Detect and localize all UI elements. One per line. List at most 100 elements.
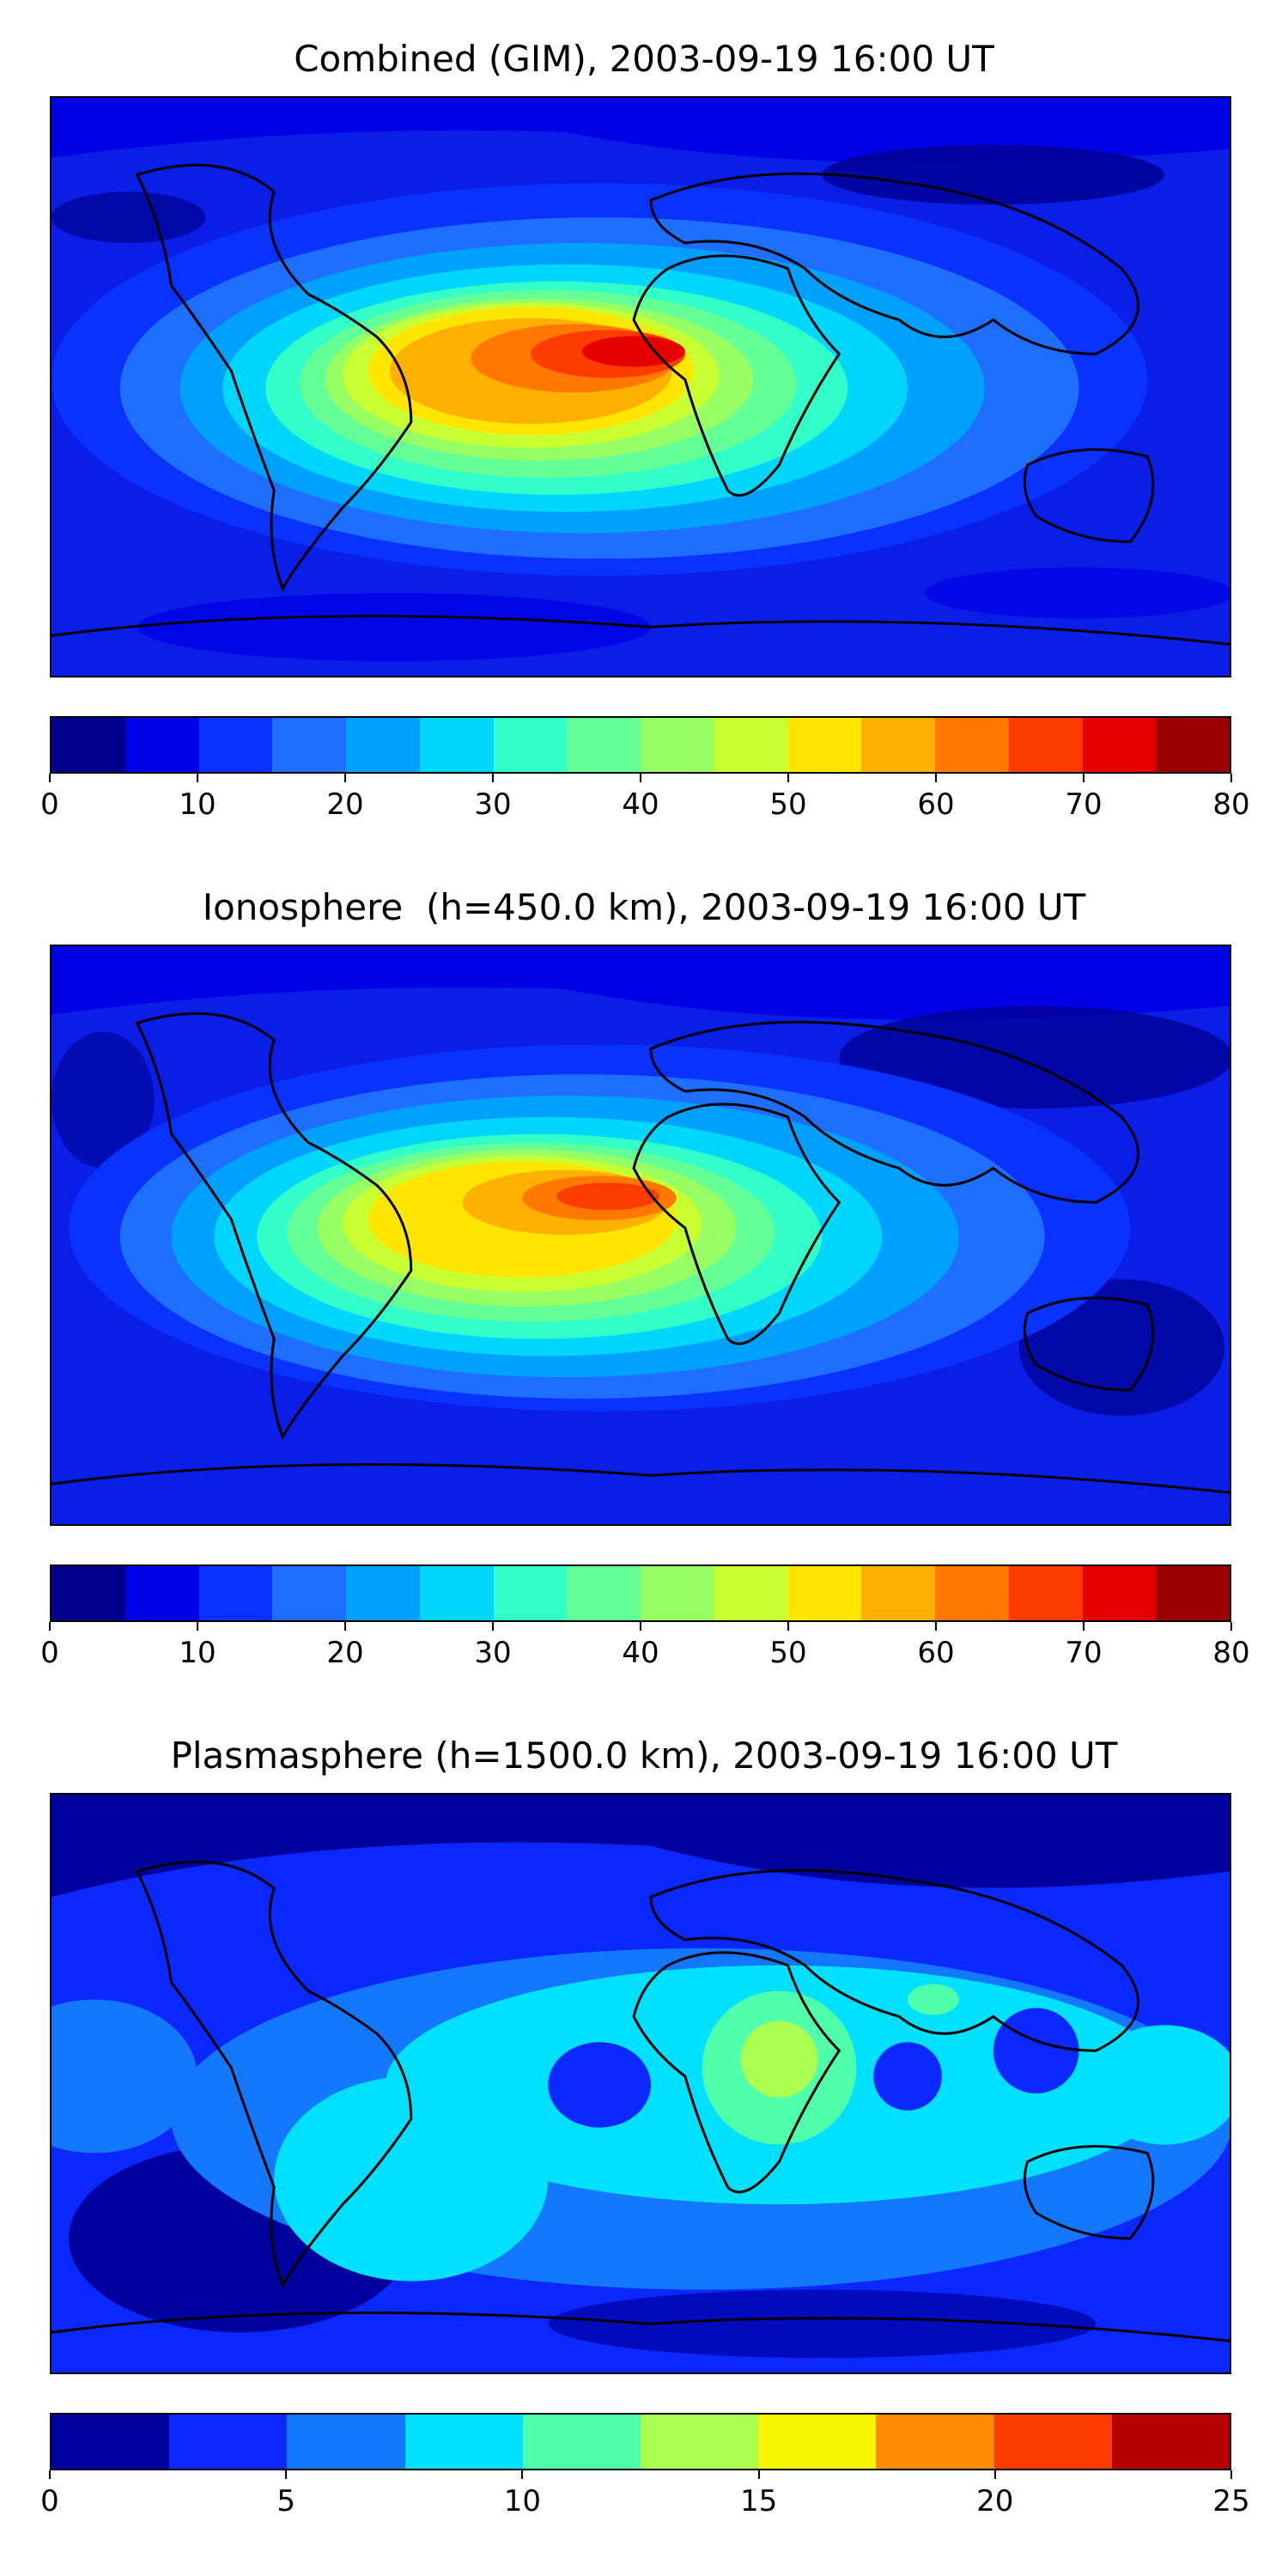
colorbar-tick-mark <box>1083 1622 1084 1631</box>
colorbar-segment-1 <box>125 1566 199 1620</box>
colorbar-tick-label: 80 <box>1212 787 1250 822</box>
colorbar-segment-8 <box>641 1566 714 1620</box>
colorbar-tick-mark <box>935 774 937 782</box>
colorbar-segment-4 <box>346 1566 420 1620</box>
colorbar-tick-mark <box>344 1622 346 1631</box>
colorbar-tick-label: 30 <box>474 1636 512 1670</box>
tec-contour-map <box>52 98 1230 676</box>
colorbar-tick-mark <box>1230 2470 1232 2479</box>
colorbar-segment-3 <box>272 1566 346 1620</box>
panel-1-map <box>50 96 1231 677</box>
colorbar-segment-9 <box>714 1566 788 1620</box>
colorbar-segment-3 <box>404 2415 523 2469</box>
colorbar-tick-label: 20 <box>976 2484 1014 2518</box>
colorbar-tick-label: 60 <box>917 787 955 822</box>
colorbar-segment-3 <box>272 718 346 772</box>
colorbar-tick-label: 0 <box>40 1636 59 1670</box>
colorbar-segment-0 <box>52 718 125 772</box>
panel-2-colorbar-ticks: 0 10 20 30 40 50 60 70 80 <box>40 1622 1250 1674</box>
colorbar-tick-label: 70 <box>1065 1636 1103 1670</box>
panel-3-map <box>50 1793 1231 2374</box>
colorbar-segment-9 <box>714 718 788 772</box>
panel-3-colorbar <box>50 2413 1231 2470</box>
colorbar-tick-label: 70 <box>1065 787 1103 822</box>
colorbar-tick-mark <box>49 1622 51 1631</box>
colorbar-tick-label: 5 <box>276 2484 296 2518</box>
colorbar-tick-label: 0 <box>40 2484 59 2518</box>
colorbar-segment-0 <box>52 2415 170 2469</box>
colorbar-segment-7 <box>567 1566 641 1620</box>
panel-1-colorbar <box>50 716 1231 774</box>
panel-3-title: Plasmasphere (h=1500.0 km), 2003-09-19 1… <box>170 1735 1118 1777</box>
colorbar-tick-label: 40 <box>622 1636 659 1670</box>
panel-2-map <box>50 945 1231 1526</box>
colorbar-tick-label: 60 <box>917 1636 955 1670</box>
colorbar-tick-mark <box>49 2470 51 2479</box>
colorbar-tick-mark <box>197 774 198 782</box>
colorbar-tick-label: 30 <box>474 787 512 822</box>
colorbar-segment-13 <box>1008 718 1083 772</box>
colorbar-segment-14 <box>1082 718 1157 772</box>
colorbar-tick-mark <box>993 2470 996 2479</box>
colorbar-tick-label: 10 <box>503 2484 542 2518</box>
tec-contour-map <box>52 946 1230 1524</box>
panel-3-colorbar-ticks: 0 5 10 15 20 25 <box>40 2470 1250 2522</box>
colorbar-segment-10 <box>787 718 862 772</box>
colorbar-segment-15 <box>1156 718 1230 772</box>
colorbar-segment-0 <box>52 1566 125 1620</box>
colorbar-tick-mark <box>757 2470 760 2479</box>
colorbar-tick-label: 20 <box>326 787 364 822</box>
colorbar-tick-mark <box>787 774 789 782</box>
colorbar-segment-11 <box>861 718 935 772</box>
colorbar-segment-14 <box>1082 1566 1157 1620</box>
colorbar-segment-1 <box>125 718 199 772</box>
colorbar-tick-mark <box>1230 1622 1232 1631</box>
colorbar-tick-mark <box>492 1622 494 1631</box>
colorbar-tick-label: 50 <box>769 787 807 822</box>
colorbar-segment-9 <box>1111 2415 1230 2469</box>
colorbar-tick-mark <box>344 774 346 782</box>
colorbar-tick-mark <box>492 774 494 782</box>
colorbar-tick-mark <box>1083 774 1084 782</box>
colorbar-segment-2 <box>198 1566 273 1620</box>
colorbar-tick-mark <box>197 1622 198 1631</box>
colorbar-tick-label: 25 <box>1212 2484 1250 2518</box>
panel-2-colorbar <box>50 1564 1231 1622</box>
colorbar-tick-mark <box>640 774 641 782</box>
colorbar-segment-13 <box>1008 1566 1083 1620</box>
colorbar-segment-6 <box>758 2415 877 2469</box>
colorbar-segment-12 <box>935 718 1009 772</box>
colorbar-segment-8 <box>641 718 714 772</box>
panel-1-title: Combined (GIM), 2003-09-19 16:00 UT <box>294 38 994 80</box>
colorbar-tick-mark <box>640 1622 641 1631</box>
colorbar-tick-label: 80 <box>1212 1636 1250 1670</box>
colorbar-segment-7 <box>876 2415 994 2469</box>
colorbar-tick-mark <box>521 2470 524 2479</box>
colorbar-segment-8 <box>993 2415 1112 2469</box>
colorbar-tick-mark <box>787 1622 789 1631</box>
colorbar-segment-15 <box>1156 1566 1230 1620</box>
colorbar-segment-6 <box>493 718 568 772</box>
colorbar-tick-label: 20 <box>326 1636 364 1670</box>
colorbar-segment-2 <box>287 2415 405 2469</box>
colorbar-segment-4 <box>522 2415 641 2469</box>
colorbar-tick-label: 0 <box>40 787 59 822</box>
colorbar-tick-label: 10 <box>179 787 216 822</box>
colorbar-segment-6 <box>493 1566 568 1620</box>
colorbar-tick-label: 15 <box>739 2484 778 2518</box>
colorbar-tick-label: 10 <box>179 1636 216 1670</box>
colorbar-segment-11 <box>861 1566 935 1620</box>
tec-contour-map <box>52 1795 1230 2372</box>
colorbar-segment-7 <box>567 718 641 772</box>
colorbar-segment-2 <box>198 718 273 772</box>
colorbar-segment-5 <box>641 2415 759 2469</box>
colorbar-tick-mark <box>1230 774 1232 782</box>
colorbar-tick-mark <box>49 774 51 782</box>
colorbar-segment-4 <box>346 718 420 772</box>
panel-1-colorbar-ticks: 0 10 20 30 40 50 60 70 80 <box>40 774 1250 825</box>
colorbar-segment-5 <box>419 718 494 772</box>
colorbar-tick-mark <box>935 1622 937 1631</box>
colorbar-tick-label: 40 <box>622 787 659 822</box>
colorbar-tick-mark <box>285 2470 288 2479</box>
colorbar-tick-label: 50 <box>769 1636 807 1670</box>
